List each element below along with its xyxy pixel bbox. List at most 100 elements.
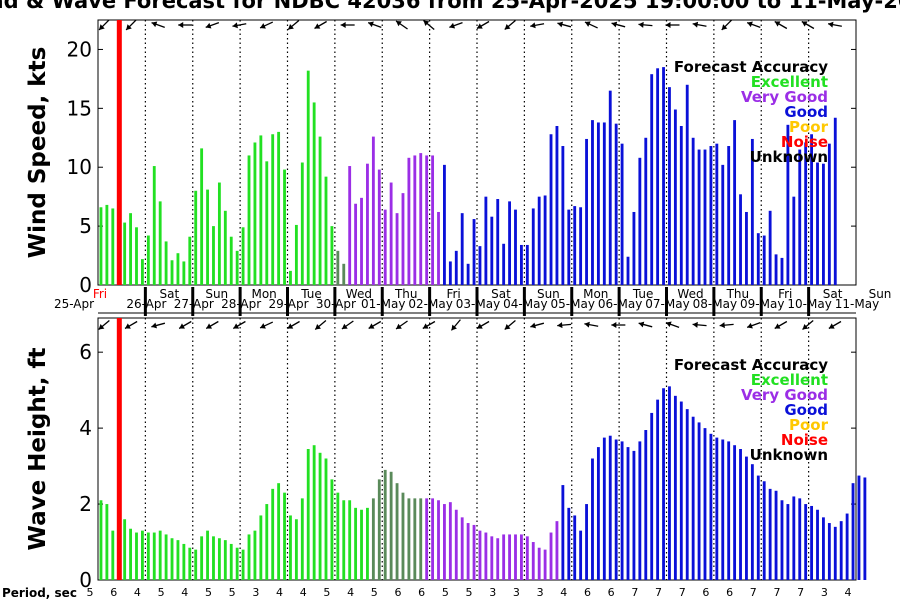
wind-bar bbox=[626, 256, 630, 285]
wind-direction-arrow bbox=[557, 21, 572, 28]
arrow-head bbox=[638, 21, 644, 28]
wind-bar bbox=[425, 155, 429, 285]
wave-bar bbox=[549, 532, 553, 580]
wind-bar bbox=[223, 210, 227, 285]
day-label: Tue bbox=[632, 287, 654, 301]
wind-bar bbox=[798, 149, 802, 285]
period-value: 5 bbox=[466, 586, 473, 599]
wave-bar bbox=[401, 492, 405, 580]
wave-bar bbox=[371, 498, 375, 580]
wind-ytick-label: 15 bbox=[67, 96, 92, 120]
period-value: 3 bbox=[513, 586, 520, 599]
wave-bar bbox=[774, 490, 778, 580]
wave-direction-arrow bbox=[774, 320, 788, 330]
wave-bar bbox=[685, 409, 689, 580]
wave-bar bbox=[146, 532, 150, 580]
wave-bar bbox=[366, 507, 369, 580]
wind-direction-arrow bbox=[287, 20, 300, 30]
arrow-head bbox=[233, 323, 240, 329]
wind-bar bbox=[608, 90, 612, 286]
wave-bar bbox=[206, 530, 209, 580]
wind-direction-arrow bbox=[125, 19, 137, 31]
wave-direction-arrow bbox=[746, 321, 761, 329]
wave-ytick-label: 0 bbox=[79, 568, 92, 592]
wave-bar bbox=[377, 479, 381, 580]
wave-direction-arrow bbox=[802, 320, 814, 330]
arrow-head bbox=[423, 20, 430, 27]
wind-bar bbox=[668, 87, 671, 285]
wave-bar bbox=[194, 549, 198, 580]
wind-bar bbox=[152, 166, 156, 285]
arrow-head bbox=[396, 323, 402, 330]
arrow-head bbox=[179, 323, 185, 329]
wave-bar bbox=[703, 428, 707, 580]
day-label-strip: Fri25-AprSat26-AprSun27-AprMon28-AprTue2… bbox=[54, 287, 891, 316]
wave-bar bbox=[448, 502, 452, 580]
wind-bar bbox=[733, 120, 737, 285]
wave-bar bbox=[265, 504, 269, 580]
wave-bar bbox=[484, 532, 488, 580]
arrow-head bbox=[314, 23, 321, 29]
wave-direction-arrow bbox=[638, 321, 653, 328]
wave-bar bbox=[105, 504, 109, 580]
arrow-head bbox=[340, 22, 346, 28]
wave-ytick-label: 4 bbox=[79, 416, 92, 440]
date-label: 10-May bbox=[787, 297, 831, 311]
wind-bar bbox=[691, 137, 695, 285]
period-value: 7 bbox=[797, 586, 804, 599]
wave-bar bbox=[330, 479, 334, 580]
wave-bar bbox=[792, 496, 796, 580]
wave-direction-arrow bbox=[178, 320, 192, 330]
wave-bar bbox=[259, 515, 263, 580]
wind-direction-arrow bbox=[721, 19, 733, 31]
wind-bar bbox=[632, 211, 636, 285]
wind-direction-arrow bbox=[476, 20, 490, 30]
wave-ytick-label: 6 bbox=[79, 340, 92, 364]
wind-direction-arrow bbox=[665, 22, 680, 28]
wind-bar bbox=[638, 157, 642, 285]
wave-bar bbox=[750, 464, 754, 580]
arrow-head bbox=[638, 321, 645, 328]
wind-bar bbox=[573, 206, 577, 285]
wave-bar bbox=[697, 422, 701, 580]
wind-bar bbox=[413, 155, 417, 285]
day-label: Fri bbox=[446, 287, 460, 301]
wave-bar bbox=[490, 536, 494, 580]
arrow-head bbox=[125, 323, 131, 329]
period-value: 5 bbox=[371, 586, 378, 599]
period-value: 5 bbox=[87, 586, 94, 599]
wind-bar bbox=[786, 124, 790, 285]
wind-bar bbox=[810, 134, 814, 285]
arrow-head bbox=[178, 22, 184, 28]
wind-bar bbox=[395, 213, 399, 285]
legend-item-noise: Noise bbox=[781, 431, 828, 449]
date-label: 26-Apr bbox=[126, 297, 166, 311]
arrow-head bbox=[205, 22, 212, 29]
wind-bar bbox=[596, 122, 600, 285]
wind-bar bbox=[514, 209, 517, 285]
wave-now-marker bbox=[116, 318, 122, 580]
wave-bar bbox=[253, 530, 257, 580]
wave-bar bbox=[632, 450, 636, 580]
wind-bar bbox=[283, 169, 286, 285]
wave-bar bbox=[762, 481, 766, 580]
arrow-head bbox=[368, 21, 374, 28]
wave-direction-arrow bbox=[287, 320, 300, 330]
wave-bar bbox=[306, 449, 310, 580]
wind-bar bbox=[774, 254, 778, 285]
wave-bar bbox=[223, 540, 227, 580]
wind-bar bbox=[360, 197, 363, 285]
wave-bar bbox=[443, 504, 446, 580]
wave-ytick-label: 2 bbox=[79, 492, 92, 516]
wave-bar bbox=[857, 475, 861, 580]
wind-direction-arrow bbox=[367, 21, 382, 29]
wind-bar bbox=[419, 153, 423, 285]
wind-bar bbox=[158, 201, 162, 285]
wind-bar bbox=[614, 123, 618, 286]
wind-direction-arrow bbox=[151, 21, 165, 29]
wave-bar bbox=[318, 452, 322, 580]
arrow-head bbox=[504, 323, 511, 330]
date-label: 04-May bbox=[503, 297, 547, 311]
legend-item-poor: Poor bbox=[789, 416, 829, 434]
arrow-head bbox=[206, 323, 213, 329]
